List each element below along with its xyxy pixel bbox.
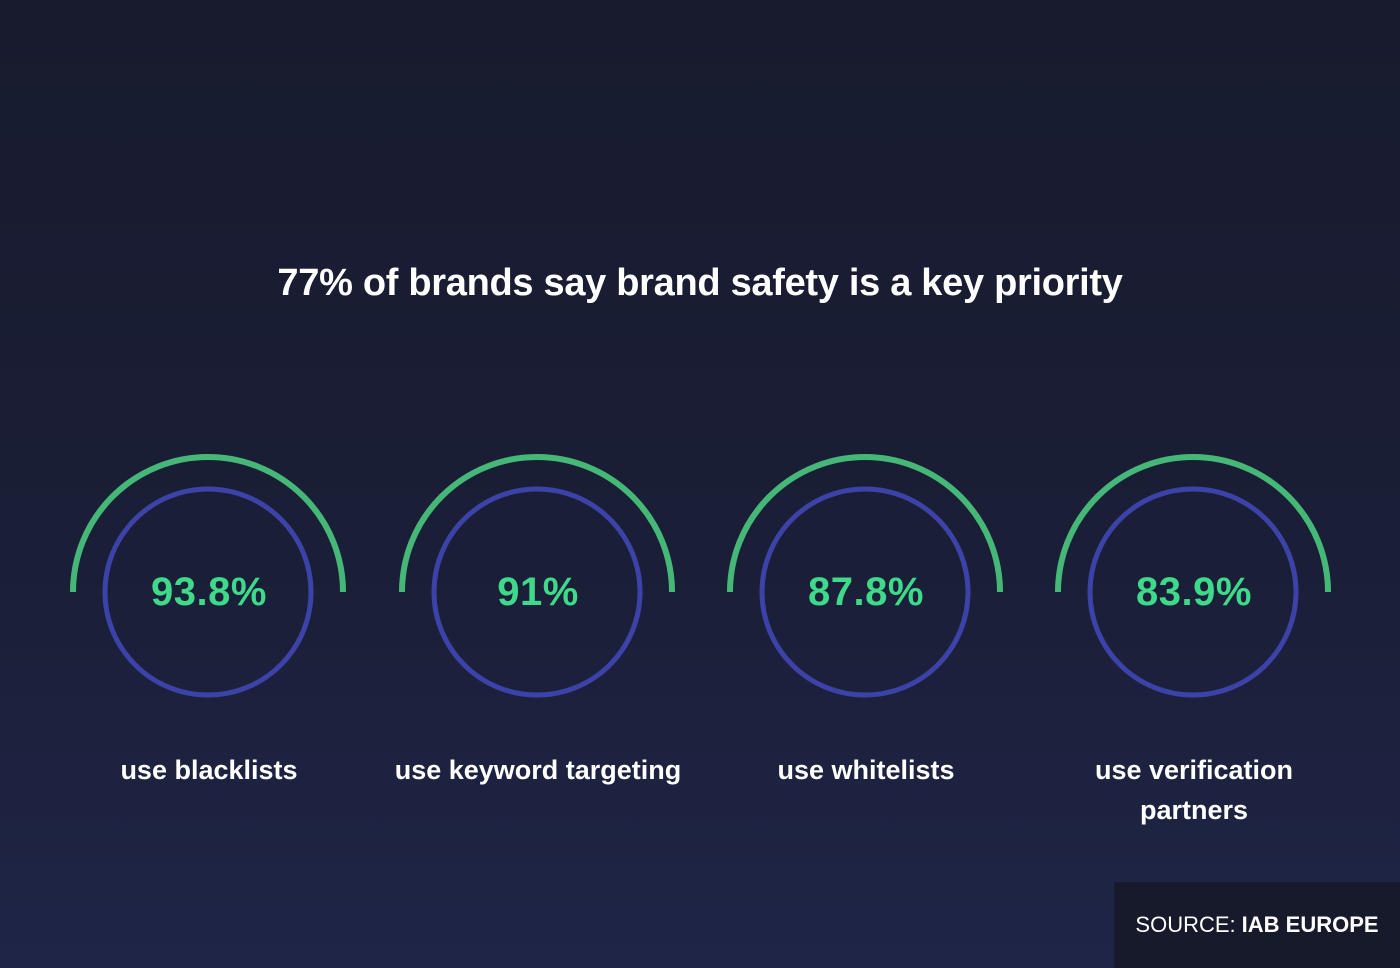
stat-label: use whitelists (777, 755, 955, 785)
progress-ring (727, 454, 1003, 698)
inner-ring (431, 486, 643, 698)
outer-arc (727, 454, 1003, 593)
outer-arc (1055, 454, 1331, 593)
stat-label: use verification partners (1094, 755, 1294, 825)
source-prefix: SOURCE: (1135, 912, 1236, 937)
inner-ring (102, 486, 314, 698)
stat-value: 83.9% (1136, 570, 1252, 614)
progress-ring (70, 454, 346, 698)
stat-value: 93.8% (151, 570, 267, 614)
progress-ring (1055, 454, 1331, 698)
inner-ring (1087, 486, 1299, 698)
outer-arc (399, 454, 675, 593)
stat-label: use keyword targeting (394, 755, 682, 785)
inner-ring (759, 486, 971, 698)
source-box: SOURCE: IAB EUROPE (1114, 882, 1400, 968)
stat-label: use blacklists (120, 755, 298, 785)
source-name: IAB EUROPE (1241, 912, 1379, 937)
stat-value: 91% (497, 570, 579, 614)
progress-ring (399, 454, 675, 698)
stat-value: 87.8% (808, 570, 924, 614)
outer-arc (70, 454, 346, 593)
title: 77% of brands say brand safety is a key … (277, 262, 1123, 304)
